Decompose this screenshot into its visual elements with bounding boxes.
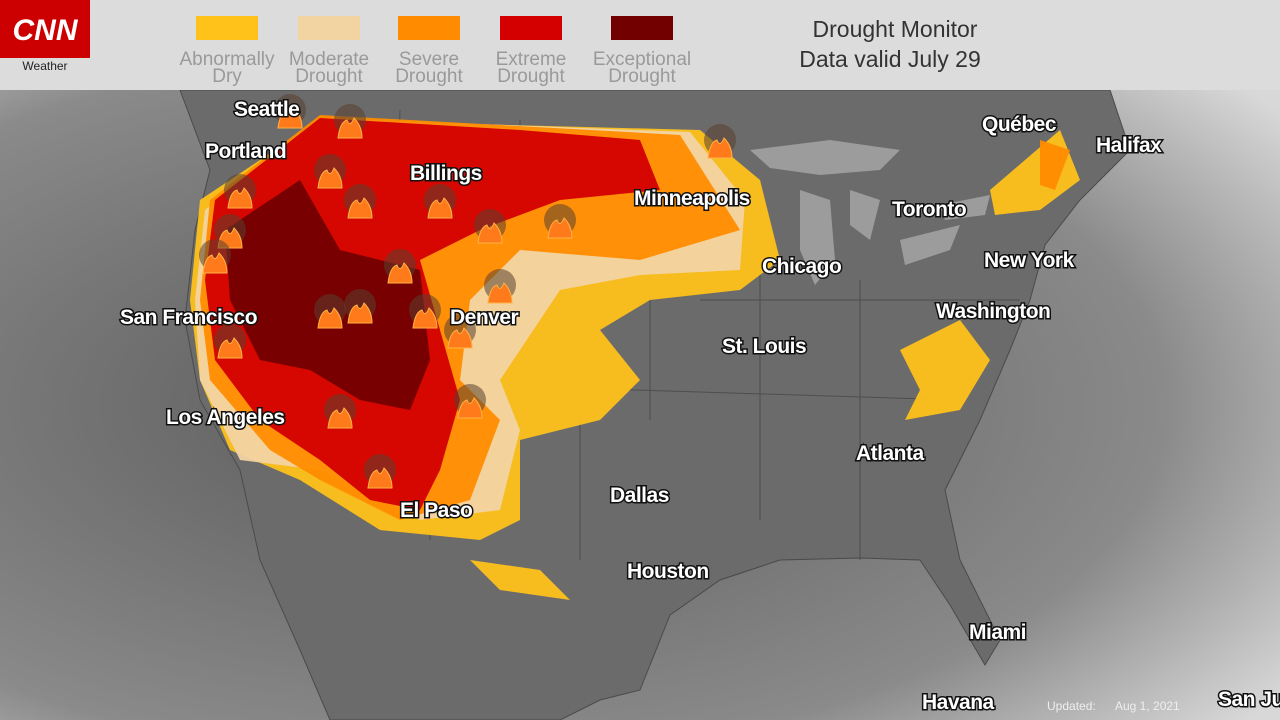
legend-label: Moderate <box>289 49 369 70</box>
legend-swatch <box>611 16 673 40</box>
city-label: Minneapolis <box>634 187 750 210</box>
city-label: Billings <box>410 162 482 185</box>
flame <box>347 302 373 324</box>
city-label: Québec <box>982 113 1057 136</box>
city-label: Halifax <box>1096 134 1162 157</box>
flame <box>317 307 343 329</box>
logo-subtitle: Weather <box>22 59 67 73</box>
header-bar <box>0 0 1280 90</box>
legend-label: Abnormally <box>179 49 275 70</box>
flame <box>447 327 473 349</box>
flame <box>707 137 733 159</box>
city-label: Seattle <box>234 98 299 121</box>
legend-label: Drought <box>395 66 463 87</box>
flame <box>202 252 228 274</box>
subtitle: Data valid July 29 <box>799 46 981 72</box>
city-label: St. Louis <box>722 335 806 358</box>
legend-label: Severe <box>399 49 459 70</box>
legend-label: Dry <box>212 66 242 87</box>
flame <box>347 197 373 219</box>
great-lakes <box>750 140 990 285</box>
updated-date: Aug 1, 2021 <box>1115 699 1180 713</box>
city-label: Chicago <box>762 255 841 278</box>
flame <box>412 307 438 329</box>
flame <box>547 217 573 239</box>
drought-region <box>470 130 1080 600</box>
title: Drought Monitor <box>813 16 978 42</box>
flame <box>217 337 243 359</box>
legend-swatch <box>196 16 258 40</box>
flame <box>367 467 393 489</box>
flame <box>427 197 453 219</box>
city-label: Denver <box>450 306 519 329</box>
legend-swatch <box>298 16 360 40</box>
city-label: Atlanta <box>856 442 924 465</box>
flame <box>227 187 253 209</box>
flame <box>457 397 483 419</box>
legend-swatch <box>500 16 562 40</box>
city-label: Miami <box>969 621 1026 644</box>
legend-label: Drought <box>295 66 363 87</box>
flame <box>277 107 303 129</box>
city-label: Toronto <box>892 198 966 221</box>
city-label: Washington <box>936 300 1050 323</box>
city-label: Houston <box>627 560 709 583</box>
flame <box>317 167 343 189</box>
legend-label: Extreme <box>496 49 567 70</box>
city-labels: Seattle Portland Billings Minneapolis Qu… <box>119 97 1280 716</box>
cnn-logo-box <box>0 0 90 58</box>
flame <box>487 282 513 304</box>
legend-swatch <box>398 16 460 40</box>
flame <box>387 262 413 284</box>
city-label: New York <box>984 249 1075 272</box>
city-label: Portland <box>205 140 286 163</box>
legend: AbnormallyDryModerateDroughtSevereDrough… <box>179 16 691 87</box>
city-label: El Paso <box>400 499 472 522</box>
city-label: Los Angeles <box>166 406 285 429</box>
cnn-logo: CNN <box>13 14 79 47</box>
legend-label: Exceptional <box>593 49 691 70</box>
city-label: San Francisco <box>120 306 257 329</box>
city-label: Havana <box>922 691 995 714</box>
updated-label: Updated: <box>1047 699 1096 713</box>
flame <box>327 407 353 429</box>
city-label: San Ju <box>1218 688 1280 711</box>
fire-icons <box>199 94 736 489</box>
legend-label: Drought <box>608 66 676 87</box>
flame <box>337 117 363 139</box>
city-label: Dallas <box>610 484 669 507</box>
flame <box>477 222 503 244</box>
legend-label: Drought <box>497 66 565 87</box>
